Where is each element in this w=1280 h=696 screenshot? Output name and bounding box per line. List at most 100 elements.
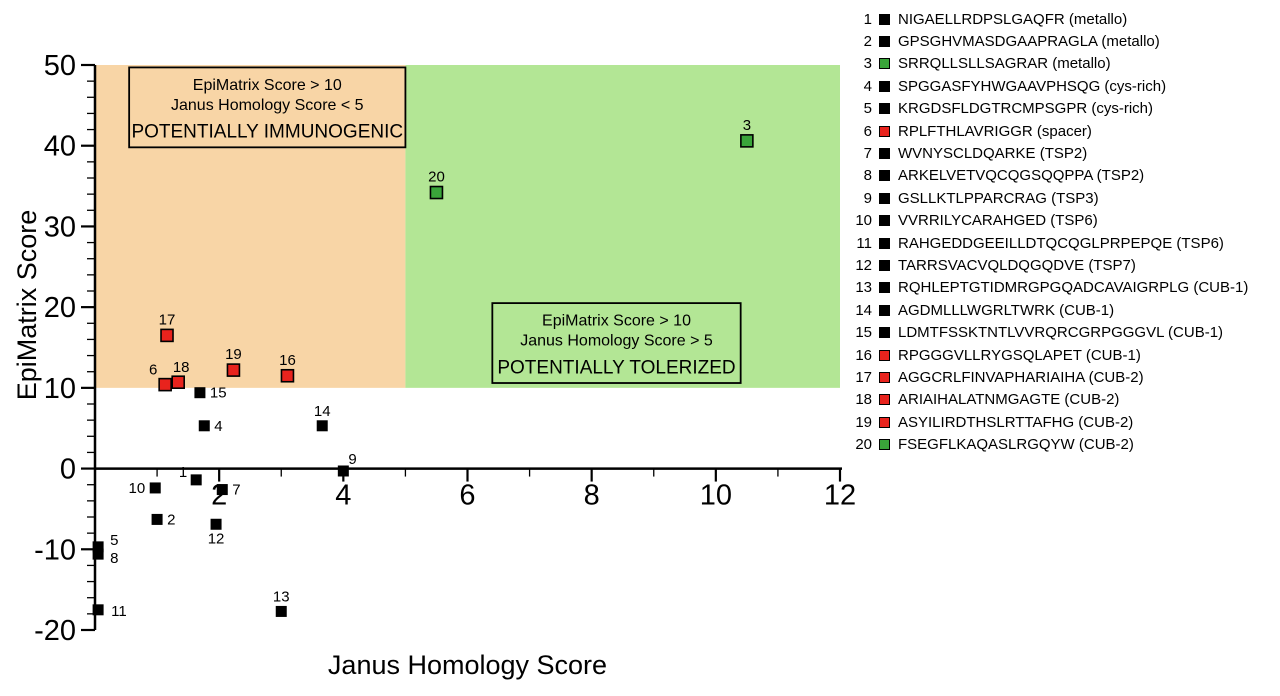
data-point-14 (316, 420, 328, 432)
legend-sequence: AGGCRLFINVAPHARIAIHA (CUB-2) (898, 368, 1144, 386)
legend-marker-icon (879, 237, 890, 249)
legend-sequence: VVRRILYCARAHGED (TSP6) (898, 212, 1098, 230)
legend-marker-icon (879, 259, 890, 271)
y-tick-label: -20 (34, 615, 76, 647)
legend-number: 10 (855, 212, 872, 230)
data-point-11 (92, 604, 104, 616)
legend-item: 18 ARIAIHALATNMGAGTE (CUB-2) (852, 389, 1248, 411)
x-tick-label: 6 (459, 480, 475, 512)
legend-item: 11 RAHGEDDGEEILLDTQCQGLPRPEPQE (TSP6) (852, 232, 1248, 254)
legend-number: 3 (863, 55, 872, 73)
legend-item: 15 LDMTFSSKTNTLVVRQRCGRPGGGVL (CUB-1) (852, 321, 1248, 343)
legend-sequence: TARRSVACVQLDQGQDVE (TSP7) (898, 256, 1136, 274)
legend-sequence: LDMTFSSKTNTLVVRQRCGRPGGGVL (CUB-1) (898, 324, 1224, 342)
annotation-text-tolerized: EpiMatrix Score > 10 (542, 312, 691, 329)
legend-marker-icon (879, 103, 890, 115)
annotation-box-immunogenic (128, 66, 407, 149)
legend-item: 14 AGDMLLLWGRLTWRK (CUB-1) (852, 299, 1248, 321)
legend-item: 5 KRGDSFLDGTRCMPSGPR (cys-rich) (852, 98, 1248, 120)
annotation-text-immunogenic: Janus Homology Score < 5 (171, 97, 364, 114)
legend-number: 19 (855, 413, 872, 431)
x-tick-label: 4 (335, 480, 351, 512)
legend-number: 15 (855, 324, 872, 342)
legend-sequence: RQHLEPTGTIDMRGPGQADCAVAIGRPLG (CUB-1) (898, 279, 1249, 297)
x-tick-label: 12 (824, 480, 856, 512)
point-label-7: 7 (232, 482, 240, 499)
data-point-7 (216, 484, 228, 496)
y-tick-label: 10 (44, 373, 76, 405)
legend-sequence: RPGGGVLLRYGSQLAPET (CUB-1) (898, 346, 1141, 364)
y-tick-label: 0 (60, 454, 76, 486)
data-point-10 (149, 482, 161, 494)
legend-marker-icon (879, 282, 890, 294)
y-tick-label: 30 (44, 211, 76, 243)
y-tick-label: 50 (44, 50, 76, 82)
legend-sequence: FSEGFLKAQASLRGQYW (CUB-2) (898, 436, 1134, 454)
legend: 1 NIGAELLRDPSLGAQFR (metallo) 2 GPSGHVMASDG… (852, 8, 1248, 456)
point-label-20: 20 (428, 169, 445, 186)
legend-item: 1 NIGAELLRDPSLGAQFR (metallo) (852, 8, 1248, 30)
y-tick-label: 20 (44, 292, 76, 324)
annotation-text-tolerized: POTENTIALLY TOLERIZED (497, 357, 735, 378)
data-point-6 (158, 377, 172, 392)
legend-marker-icon (879, 13, 890, 25)
legend-sequence: GPSGHVMASDGAAPRAGLA (metallo) (898, 33, 1160, 51)
legend-sequence: GSLLKTLPPARCRAG (TSP3) (898, 189, 1099, 207)
legend-sequence: WVNYSCLDQARKE (TSP2) (898, 145, 1088, 163)
legend-marker-icon (879, 148, 890, 160)
legend-item: 10 VVRRILYCARAHGED (TSP6) (852, 210, 1248, 232)
point-label-11: 11 (111, 603, 127, 620)
legend-item: 16 RPGGGVLLRYGSQLAPET (CUB-1) (852, 344, 1248, 366)
legend-number: 1 (863, 10, 872, 28)
point-label-2: 2 (167, 511, 175, 528)
legend-item: 7 WVNYSCLDQARKE (TSP2) (852, 142, 1248, 164)
data-point-18 (171, 375, 185, 390)
data-point-1 (190, 474, 202, 486)
legend-marker-icon (879, 349, 890, 361)
legend-sequence: NIGAELLRDPSLGAQFR (metallo) (898, 10, 1128, 28)
legend-sequence: KRGDSFLDGTRCMPSGPR (cys-rich) (898, 100, 1154, 118)
point-label-17: 17 (159, 311, 176, 328)
annotation-text-tolerized: Janus Homology Score > 5 (520, 332, 713, 349)
legend-marker-icon (879, 215, 890, 227)
legend-item: 3 SRRQLLSLLSAGRAR (metallo) (852, 53, 1248, 75)
legend-sequence: RAHGEDDGEEILLDTQCQGLPRPEPQE (TSP6) (898, 234, 1224, 252)
point-label-8: 8 (110, 550, 118, 567)
legend-item: 20 FSEGFLKAQASLRGQYW (CUB-2) (852, 433, 1248, 455)
x-axis-title: Janus Homology Score (327, 650, 608, 680)
data-point-12 (210, 518, 222, 530)
legend-sequence: ARIAIHALATNMGAGTE (CUB-2) (898, 391, 1120, 409)
legend-number: 5 (863, 100, 872, 118)
point-label-5: 5 (110, 532, 118, 549)
legend-item: 12 TARRSVACVQLDQGQDVE (TSP7) (852, 254, 1248, 276)
legend-number: 13 (855, 279, 872, 297)
annotation-text-immunogenic: EpiMatrix Score > 10 (193, 77, 342, 94)
point-label-1: 1 (179, 464, 187, 481)
legend-item: 17 AGGCRLFINVAPHARIAIHA (CUB-2) (852, 366, 1248, 388)
legend-marker-icon (879, 192, 890, 204)
data-point-2 (151, 513, 163, 525)
point-label-9: 9 (348, 451, 356, 468)
legend-sequence: SPGGASFYHWGAAVPHSQG (cys-rich) (898, 77, 1167, 95)
y-tick-label: -10 (34, 534, 76, 566)
legend-item: 8 ARKELVETVQCQGSQQPPA (TSP2) (852, 165, 1248, 187)
legend-marker-icon (879, 36, 890, 48)
legend-number: 4 (863, 77, 872, 95)
point-label-10: 10 (129, 480, 146, 497)
legend-number: 20 (855, 436, 872, 454)
legend-marker-icon (879, 80, 890, 92)
legend-number: 11 (856, 234, 872, 252)
legend-marker-icon (879, 170, 890, 182)
point-label-14: 14 (314, 403, 331, 420)
data-point-9 (337, 465, 349, 477)
data-point-19 (226, 363, 241, 377)
point-label-13: 13 (273, 588, 290, 605)
x-tick-label: 8 (584, 480, 600, 512)
legend-marker-icon (879, 394, 890, 406)
legend-number: 7 (863, 145, 872, 163)
legend-sequence: SRRQLLSLLSAGRAR (metallo) (898, 55, 1111, 73)
legend-sequence: RPLFTHLAVRIGGR (spacer) (898, 122, 1092, 140)
legend-number: 14 (855, 301, 872, 319)
